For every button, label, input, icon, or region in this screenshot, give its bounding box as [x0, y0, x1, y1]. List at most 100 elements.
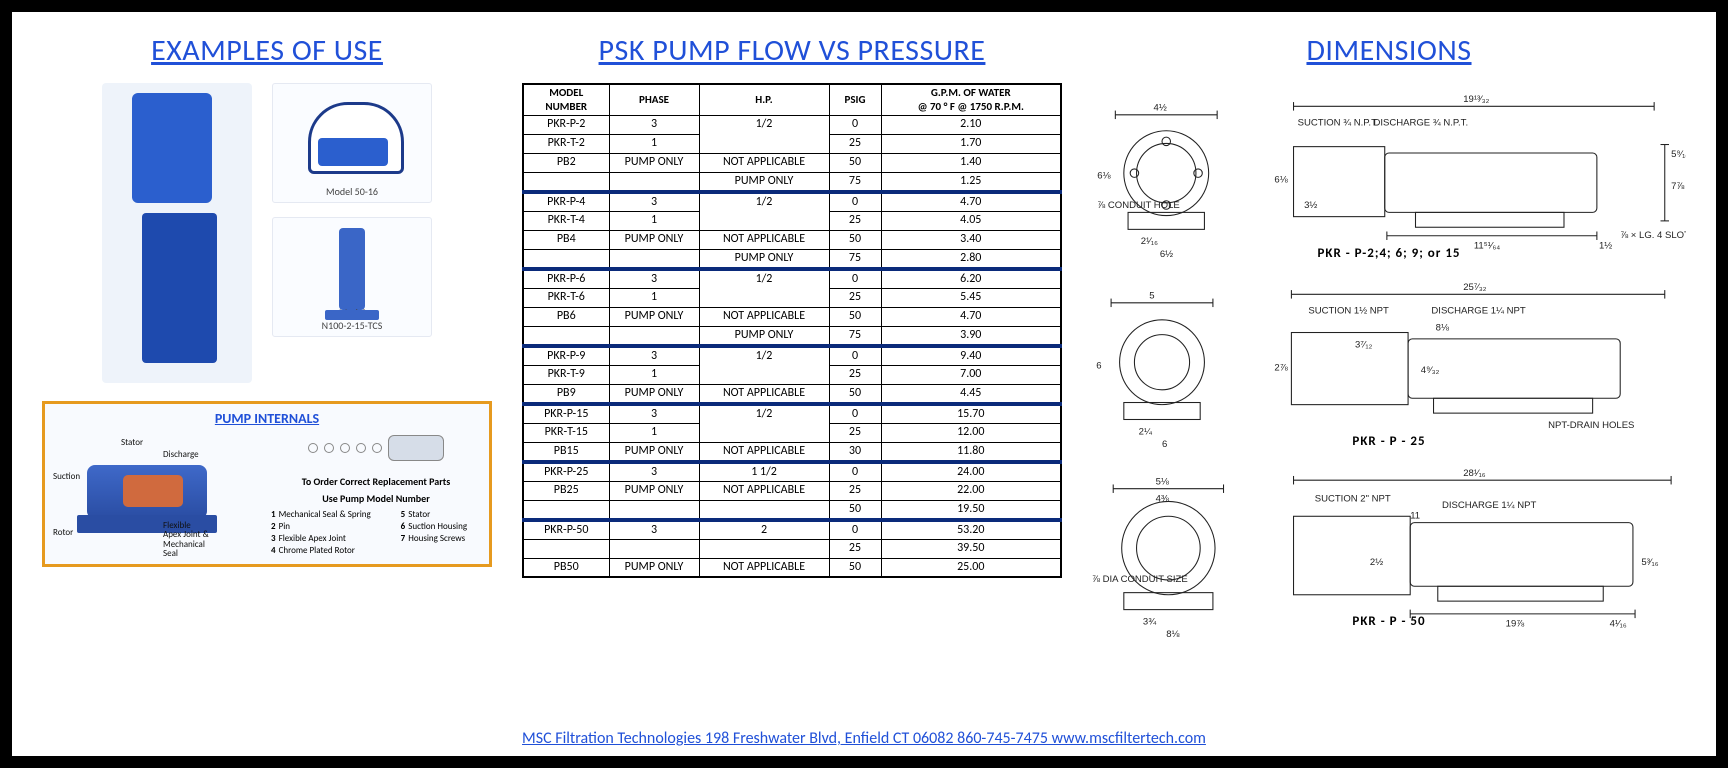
table-cell: 0 — [829, 192, 881, 212]
table-cell: NOT APPLICABLE — [699, 307, 829, 326]
table-cell — [699, 134, 829, 153]
flow-table: MODEL NUMBER PHASE H.P. PSIG G.P.M. OF W… — [522, 83, 1062, 578]
table-cell: 25 — [829, 365, 881, 384]
table-cell: 1 — [609, 365, 699, 384]
table-cell — [699, 288, 829, 307]
legend-item: 2Pin — [271, 521, 385, 532]
table-cell: 0 — [829, 115, 881, 134]
table-row: PB9PUMP ONLYNOT APPLICABLE504.45 — [523, 384, 1061, 404]
table-cell: NOT APPLICABLE — [699, 153, 829, 172]
internals-body: Stator Suction Discharge Rotor Flexible … — [53, 431, 481, 556]
lbl-rotor: Rotor — [53, 527, 73, 538]
table-cell: 12.00 — [881, 423, 1061, 442]
svg-text:28¹⁄₁₆: 28¹⁄₁₆ — [1463, 468, 1486, 479]
columns: EXAMPLES OF USE Model 50-16 Model N100-2… — [42, 32, 1686, 723]
table-cell: 4.70 — [881, 307, 1061, 326]
svg-text:6⅛: 6⅛ — [1097, 170, 1110, 181]
table-cell — [609, 539, 699, 558]
table-row: PKR-T-61255.45 — [523, 288, 1061, 307]
table-cell: 1/2 — [699, 404, 829, 424]
svg-text:4½: 4½ — [1154, 103, 1167, 114]
svg-text:DISCHARGE 1¼ NPT: DISCHARGE 1¼ NPT — [1442, 500, 1536, 511]
svg-text:6⅛: 6⅛ — [1274, 175, 1287, 186]
table-cell: 1/2 — [699, 346, 829, 366]
table-cell — [523, 326, 609, 346]
table-cell: 2 — [699, 520, 829, 540]
table-cell: PKR-T-15 — [523, 423, 609, 442]
table-cell: PKR-P-6 — [523, 269, 609, 289]
internals-legend: 1Mechanical Seal & Spring5Stator2Pin6Suc… — [271, 509, 481, 556]
internals-diagram: Stator Suction Discharge Rotor Flexible … — [53, 431, 263, 549]
table-cell — [609, 172, 699, 192]
product-main-photo — [102, 83, 252, 383]
table-cell: NOT APPLICABLE — [699, 481, 829, 500]
table-row: PB6PUMP ONLYNOT APPLICABLE504.70 — [523, 307, 1061, 326]
table-cell: 3.90 — [881, 326, 1061, 346]
table-cell: PUMP ONLY — [609, 230, 699, 249]
table-cell: 25 — [829, 288, 881, 307]
table-cell — [699, 365, 829, 384]
table-cell: 25 — [829, 481, 881, 500]
lbl-suction: Suction — [53, 471, 80, 482]
legend-item: 4Chrome Plated Rotor — [271, 545, 385, 556]
table-cell: 4.45 — [881, 384, 1061, 404]
table-row: PB25PUMP ONLYNOT APPLICABLE2522.00 — [523, 481, 1061, 500]
product-gallery: Model 50-16 Model N100-2-15-TCS — [42, 83, 492, 383]
product-thumb-1: Model 50-16 — [272, 83, 432, 203]
table-cell: 3.40 — [881, 230, 1061, 249]
table-cell: 53.20 — [881, 520, 1061, 540]
table-cell — [523, 500, 609, 520]
table-cell: 75 — [829, 326, 881, 346]
svg-text:11: 11 — [1410, 510, 1420, 521]
legend-item: 5Stator — [401, 509, 481, 520]
svg-text:⅞ × LG. 4 SLOTS: ⅞ × LG. 4 SLOTS — [1620, 230, 1686, 241]
svg-text:25⁷⁄₃₂: 25⁷⁄₃₂ — [1463, 282, 1487, 293]
table-cell: PB25 — [523, 481, 609, 500]
table-cell: 1 — [609, 423, 699, 442]
table-cell: PKR-P-25 — [523, 462, 609, 482]
svg-text:3½: 3½ — [1304, 200, 1317, 211]
table-row: PKR-T-41254.05 — [523, 211, 1061, 230]
table-cell: 50 — [829, 153, 881, 172]
dwg1-caption: PKR - P-2;4; 6; 9; or 15 — [1092, 246, 1686, 261]
table-cell — [523, 249, 609, 269]
table-row: PKR-T-21251.70 — [523, 134, 1061, 153]
table-cell: 0 — [829, 404, 881, 424]
lbl-apex: Flexible Apex Joint & Mechanical Seal — [163, 521, 209, 559]
table-cell: 1 1/2 — [699, 462, 829, 482]
table-cell: 75 — [829, 172, 881, 192]
table-cell: 25 — [829, 211, 881, 230]
dwg3-caption: PKR - P - 50 — [1092, 614, 1686, 629]
dimension-drawing-1: 4½ 6⅛ ⅞ CONDUIT HOLE 2¹⁄₁₆ 6½ SUCTION ¾ … — [1092, 83, 1686, 261]
table-cell: 25 — [829, 423, 881, 442]
table-cell: 25.00 — [881, 558, 1061, 577]
svg-text:6: 6 — [1096, 361, 1101, 372]
th-hp: H.P. — [699, 84, 829, 115]
svg-text:5³⁄₁₆: 5³⁄₁₆ — [1641, 557, 1658, 568]
table-cell: PKR-P-50 — [523, 520, 609, 540]
thumb2-caption: Model N100-2-15-TCS — [273, 306, 431, 332]
table-cell: PKR-P-2 — [523, 115, 609, 134]
table-cell: NOT APPLICABLE — [699, 230, 829, 249]
table-row: PKR-P-5032053.20 — [523, 520, 1061, 540]
table-cell: 1/2 — [699, 192, 829, 212]
th-phase: PHASE — [609, 84, 699, 115]
svg-text:2½: 2½ — [1370, 557, 1383, 568]
table-cell: 4.70 — [881, 192, 1061, 212]
th-model: MODEL NUMBER — [523, 84, 609, 115]
pump-internals-box: PUMP INTERNALS Stator Suction Discharge … — [42, 401, 492, 567]
table-cell: PUMP ONLY — [609, 481, 699, 500]
footer-link[interactable]: MSC Filtration Technologies 198 Freshwat… — [42, 723, 1686, 748]
table-cell: 24.00 — [881, 462, 1061, 482]
svg-text:4⁹⁄₃₂: 4⁹⁄₃₂ — [1421, 365, 1440, 376]
table-cell: 50 — [829, 307, 881, 326]
table-cell: 4.05 — [881, 211, 1061, 230]
table-row: PKR-P-431/204.70 — [523, 192, 1061, 212]
table-cell: 22.00 — [881, 481, 1061, 500]
table-cell: PB9 — [523, 384, 609, 404]
lbl-stator: Stator — [121, 437, 143, 448]
heading-table: PSK PUMP FLOW VS PRESSURE — [599, 32, 986, 69]
table-cell — [609, 326, 699, 346]
table-row: PKR-P-231/202.10 — [523, 115, 1061, 134]
internals-small-parts — [271, 431, 481, 465]
